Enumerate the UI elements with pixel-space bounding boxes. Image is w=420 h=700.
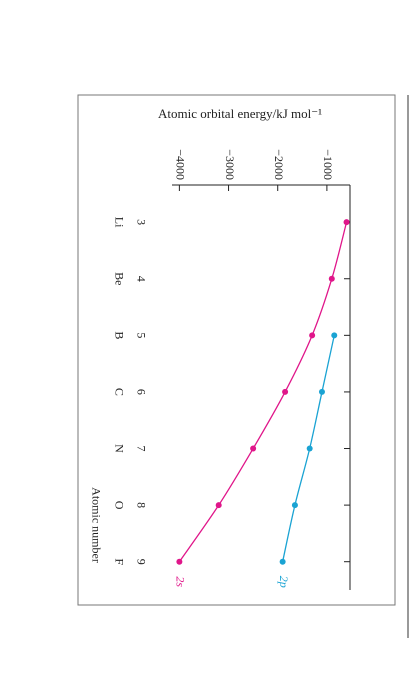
point bbox=[291, 502, 298, 509]
element-label: N bbox=[112, 444, 126, 453]
point bbox=[282, 388, 289, 395]
element-label: F bbox=[112, 558, 126, 565]
frame bbox=[77, 94, 396, 606]
y-tick-label: −4000 bbox=[174, 149, 188, 180]
element-label: C bbox=[112, 388, 126, 396]
y-tick-label: −2000 bbox=[272, 149, 286, 180]
x-tick-label: 7 bbox=[134, 446, 148, 452]
element-label: Li bbox=[112, 217, 126, 228]
element-label: O bbox=[112, 501, 126, 510]
y-axis-title: Atomic orbital energy/kJ mol⁻¹ bbox=[158, 106, 322, 121]
x-tick-label: 6 bbox=[134, 389, 148, 395]
element-label: Be bbox=[112, 272, 126, 285]
point bbox=[306, 445, 313, 452]
point bbox=[331, 332, 338, 339]
x-axis-title: Atomic number bbox=[89, 487, 103, 563]
x-tick-label: 3 bbox=[134, 219, 148, 225]
point bbox=[328, 275, 335, 282]
x-tick-label: 9 bbox=[134, 559, 148, 565]
point bbox=[215, 502, 222, 509]
point bbox=[279, 558, 286, 565]
point bbox=[318, 388, 325, 395]
point bbox=[176, 558, 183, 565]
y-tick-label: −1000 bbox=[321, 149, 335, 180]
point bbox=[250, 445, 257, 452]
chart: −4000 −3000 −2000 −1000 Atomic orbital energ… bbox=[89, 106, 351, 590]
point bbox=[343, 219, 350, 226]
element-label: B bbox=[112, 331, 126, 339]
x-tick-label: 8 bbox=[134, 502, 148, 508]
point bbox=[309, 332, 316, 339]
series-label: 2p bbox=[277, 576, 291, 588]
series-label: 2s bbox=[174, 576, 188, 587]
x-tick-label: 4 bbox=[134, 276, 148, 282]
x-tick-label: 5 bbox=[134, 332, 148, 338]
y-tick-label: −3000 bbox=[223, 149, 237, 180]
